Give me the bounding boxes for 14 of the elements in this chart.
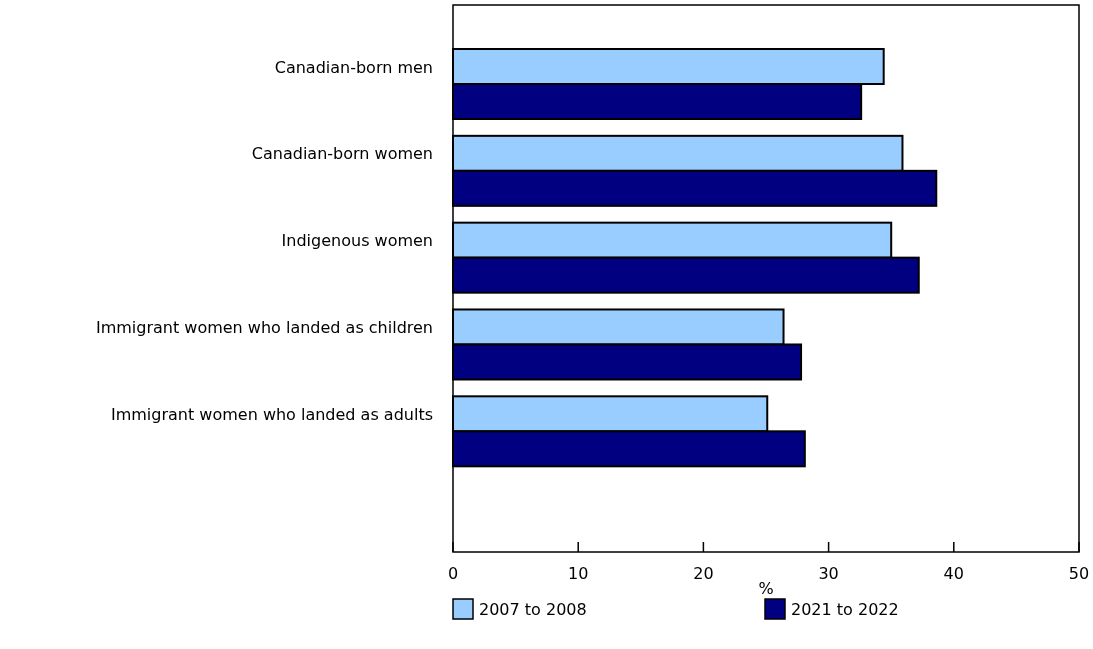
y-tick-label: Canadian-born women [251,144,433,164]
y-tick-label: Indigenous women [281,231,433,251]
x-tick-label: 20 [693,564,714,583]
x-tick-label: 10 [568,564,589,583]
x-axis-title: % [758,579,774,598]
legend-label: 2021 to 2022 [791,600,899,619]
x-tick-label: 30 [818,564,839,583]
legend-label: 2007 to 2008 [479,600,587,619]
y-tick-label: Immigrant women who landed as adults [110,404,433,424]
x-tick-label: 40 [943,564,964,583]
y-tick-label: Canadian-born men [274,57,433,77]
x-tick-label: 50 [1068,564,1090,583]
y-tick-label: Immigrant women who landed as children [95,317,433,337]
x-tick-label: 0 [447,564,459,583]
